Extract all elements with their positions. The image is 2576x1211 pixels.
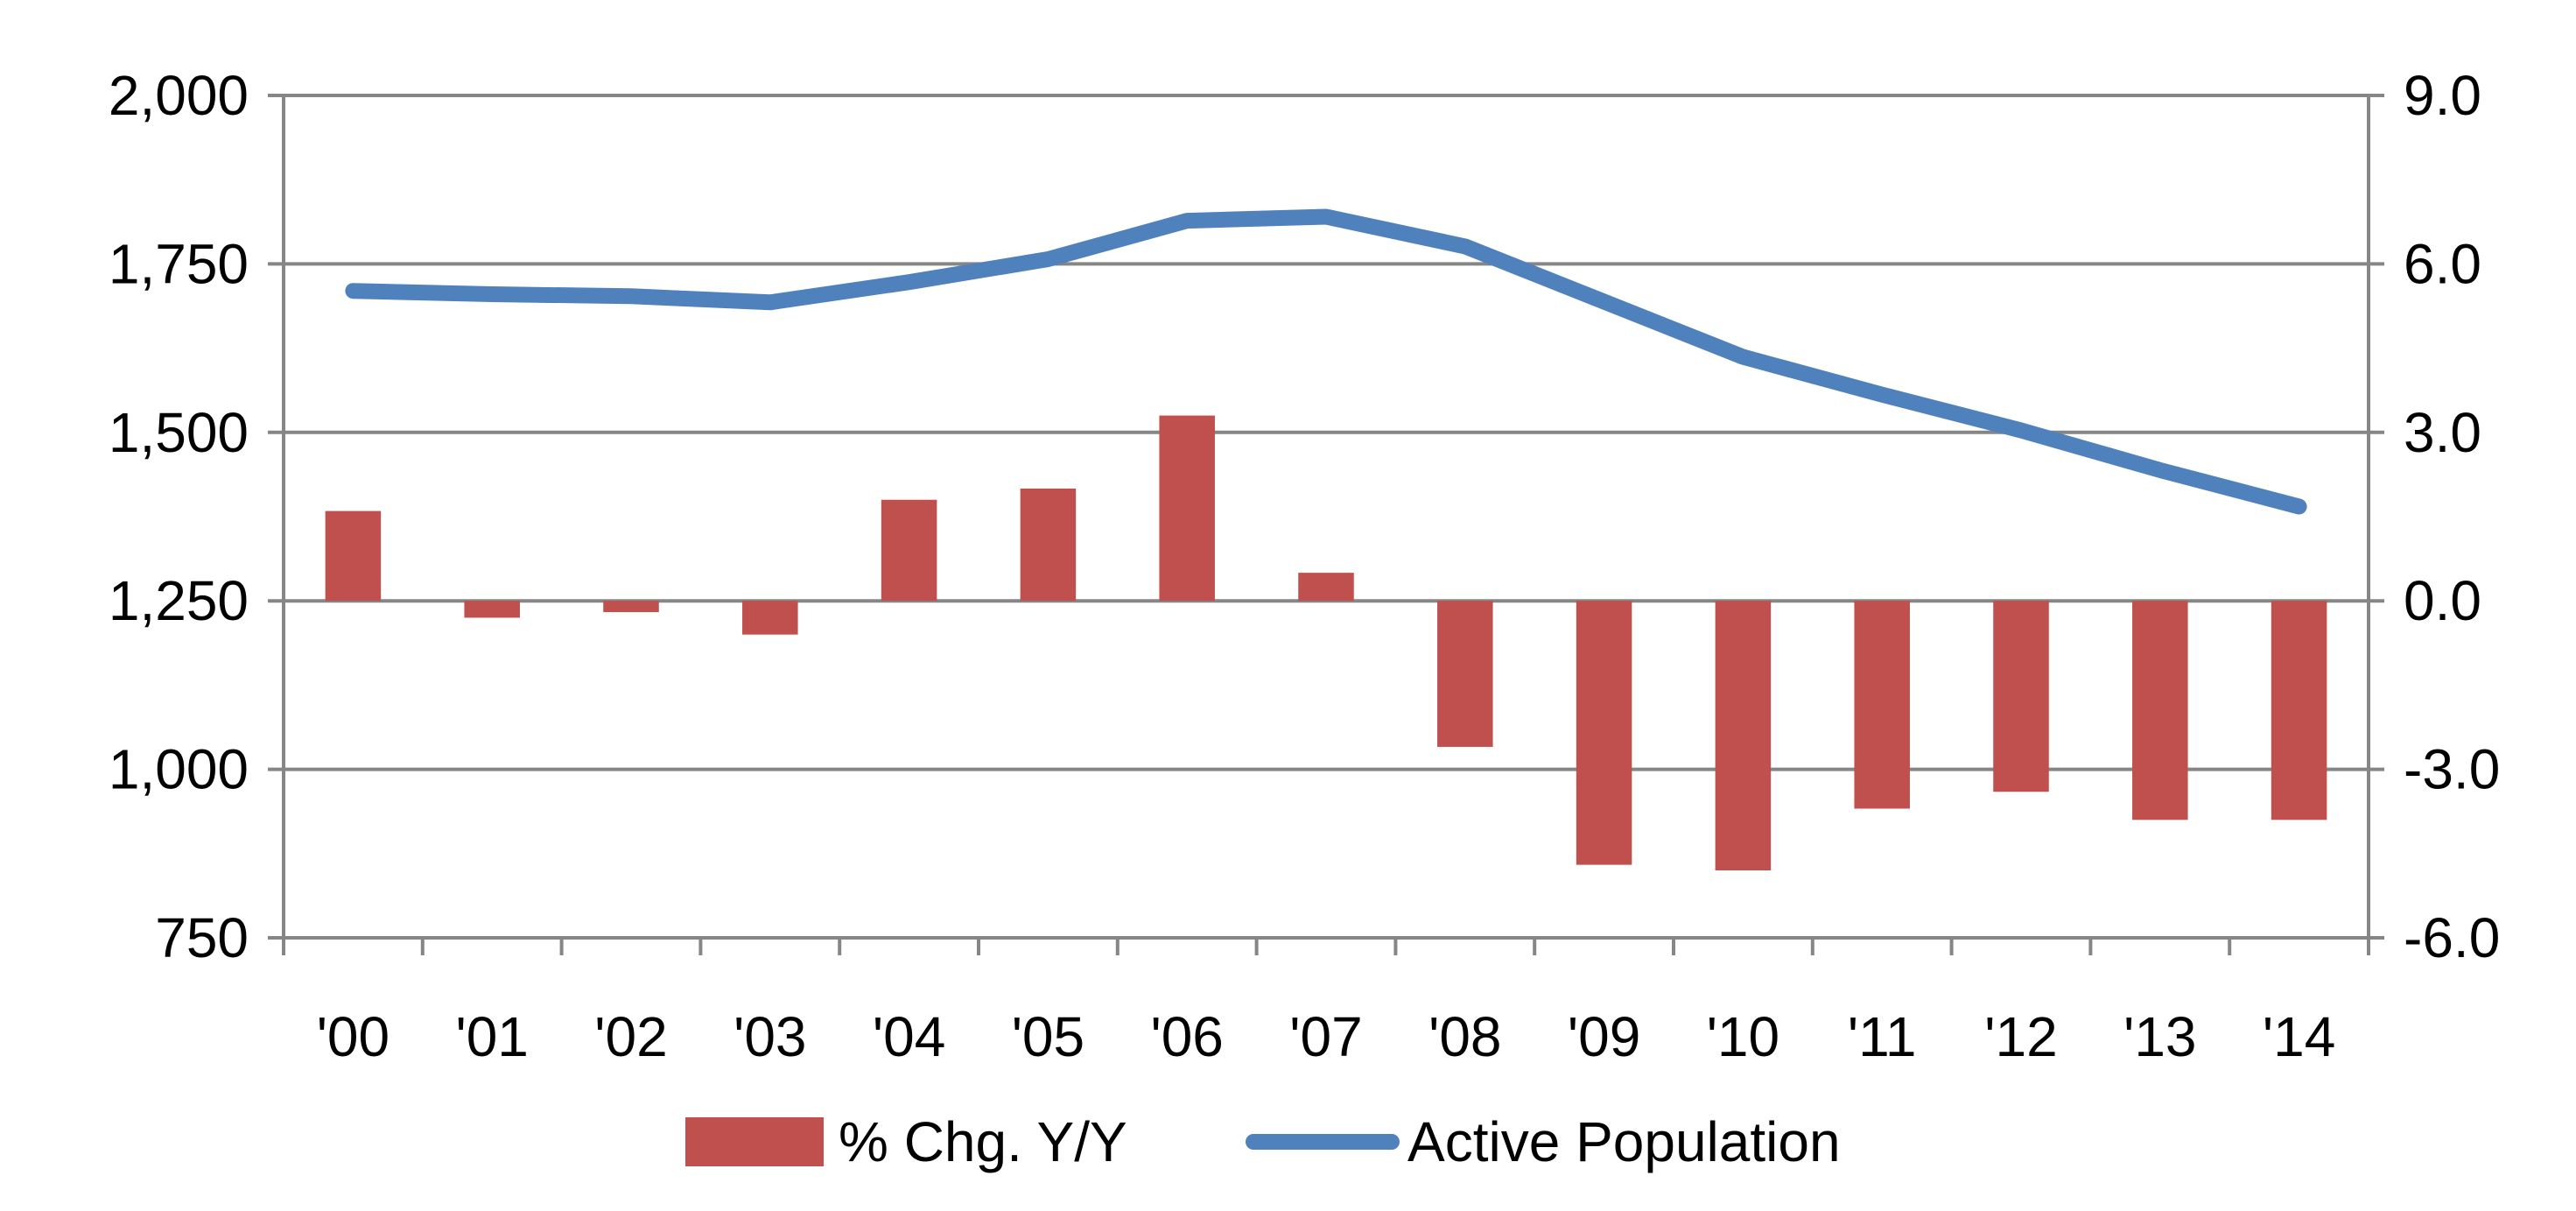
left-tick-label: 1,500 bbox=[109, 401, 249, 464]
legend-bar-swatch bbox=[685, 1117, 824, 1166]
x-tick-label: '00 bbox=[317, 1005, 390, 1068]
left-axis-labels: 750 1,000 1,250 1,500 1,750 2,000 bbox=[109, 64, 249, 969]
x-tick-label: '07 bbox=[1289, 1005, 1362, 1068]
bar bbox=[1298, 573, 1354, 602]
bar bbox=[603, 601, 659, 613]
axes bbox=[268, 94, 2384, 955]
right-tick-label: -6.0 bbox=[2404, 906, 2500, 969]
line-point bbox=[2159, 469, 2161, 471]
left-tick-label: 1,750 bbox=[109, 232, 249, 295]
bar bbox=[2271, 601, 2327, 820]
line-point bbox=[1325, 216, 1327, 218]
x-tick-label: '03 bbox=[733, 1005, 806, 1068]
bar-series bbox=[325, 415, 2327, 871]
line-point bbox=[769, 301, 771, 303]
bar bbox=[325, 510, 382, 602]
line-point bbox=[1047, 258, 1049, 260]
left-tick-label: 2,000 bbox=[109, 64, 249, 127]
x-tick-label: '08 bbox=[1428, 1005, 1501, 1068]
bar bbox=[464, 601, 520, 618]
line-point bbox=[491, 293, 493, 295]
bar bbox=[1854, 601, 1910, 809]
line-point bbox=[2299, 505, 2300, 507]
bar bbox=[881, 499, 937, 602]
x-axis-labels: '00 '01 '02 '03 '04 '05 '06 '07 '08 '09 '10 '11 '12 '… bbox=[317, 1005, 2336, 1068]
right-tick-label: 3.0 bbox=[2404, 401, 2481, 464]
x-tick-label: '12 bbox=[1984, 1005, 2057, 1068]
x-tick-label: '13 bbox=[2123, 1005, 2196, 1068]
x-tick-label: '09 bbox=[1568, 1005, 1640, 1068]
legend-line-label: Active Population bbox=[1407, 1110, 1841, 1173]
active-population-line bbox=[345, 208, 2307, 515]
bar bbox=[1437, 601, 1493, 747]
x-tick-label: '01 bbox=[455, 1005, 528, 1068]
line-point bbox=[630, 295, 632, 297]
x-tick-label: '14 bbox=[2263, 1005, 2335, 1068]
line-point bbox=[1881, 394, 1883, 396]
x-tick-label: '10 bbox=[1707, 1005, 1779, 1068]
bar bbox=[1159, 415, 1215, 602]
x-tick-label: '02 bbox=[594, 1005, 667, 1068]
right-axis-labels: -6.0 -3.0 0.0 3.0 6.0 9.0 bbox=[2404, 64, 2500, 969]
right-tick-label: 6.0 bbox=[2404, 232, 2481, 295]
right-tick-label: -3.0 bbox=[2404, 738, 2500, 801]
legend-bar-label: % Chg. Y/Y bbox=[839, 1110, 1127, 1173]
bar bbox=[742, 601, 798, 635]
line-point bbox=[2020, 429, 2022, 431]
line-point bbox=[1186, 220, 1188, 222]
x-tick-label: '04 bbox=[873, 1005, 945, 1068]
x-tick-label: '05 bbox=[1012, 1005, 1084, 1068]
left-tick-label: 1,000 bbox=[109, 738, 249, 801]
line-point bbox=[909, 281, 910, 283]
bar bbox=[2132, 601, 2188, 820]
right-tick-label: 9.0 bbox=[2404, 64, 2481, 127]
left-tick-label: 1,250 bbox=[109, 569, 249, 632]
bar bbox=[1993, 601, 2049, 792]
line-series bbox=[345, 208, 2307, 515]
x-tick-label: '11 bbox=[1848, 1005, 1917, 1068]
legend: % Chg. Y/Y Active Population bbox=[685, 1110, 1841, 1173]
left-tick-label: 750 bbox=[155, 906, 249, 969]
right-tick-label: 0.0 bbox=[2404, 569, 2481, 632]
bar bbox=[1715, 601, 1772, 871]
line-point bbox=[1604, 300, 1605, 302]
x-tick-label: '06 bbox=[1150, 1005, 1223, 1068]
bar bbox=[1020, 488, 1077, 602]
line-point bbox=[352, 290, 354, 292]
bar bbox=[1576, 601, 1632, 865]
line-point bbox=[1464, 245, 1466, 247]
line-point bbox=[1742, 356, 1744, 358]
